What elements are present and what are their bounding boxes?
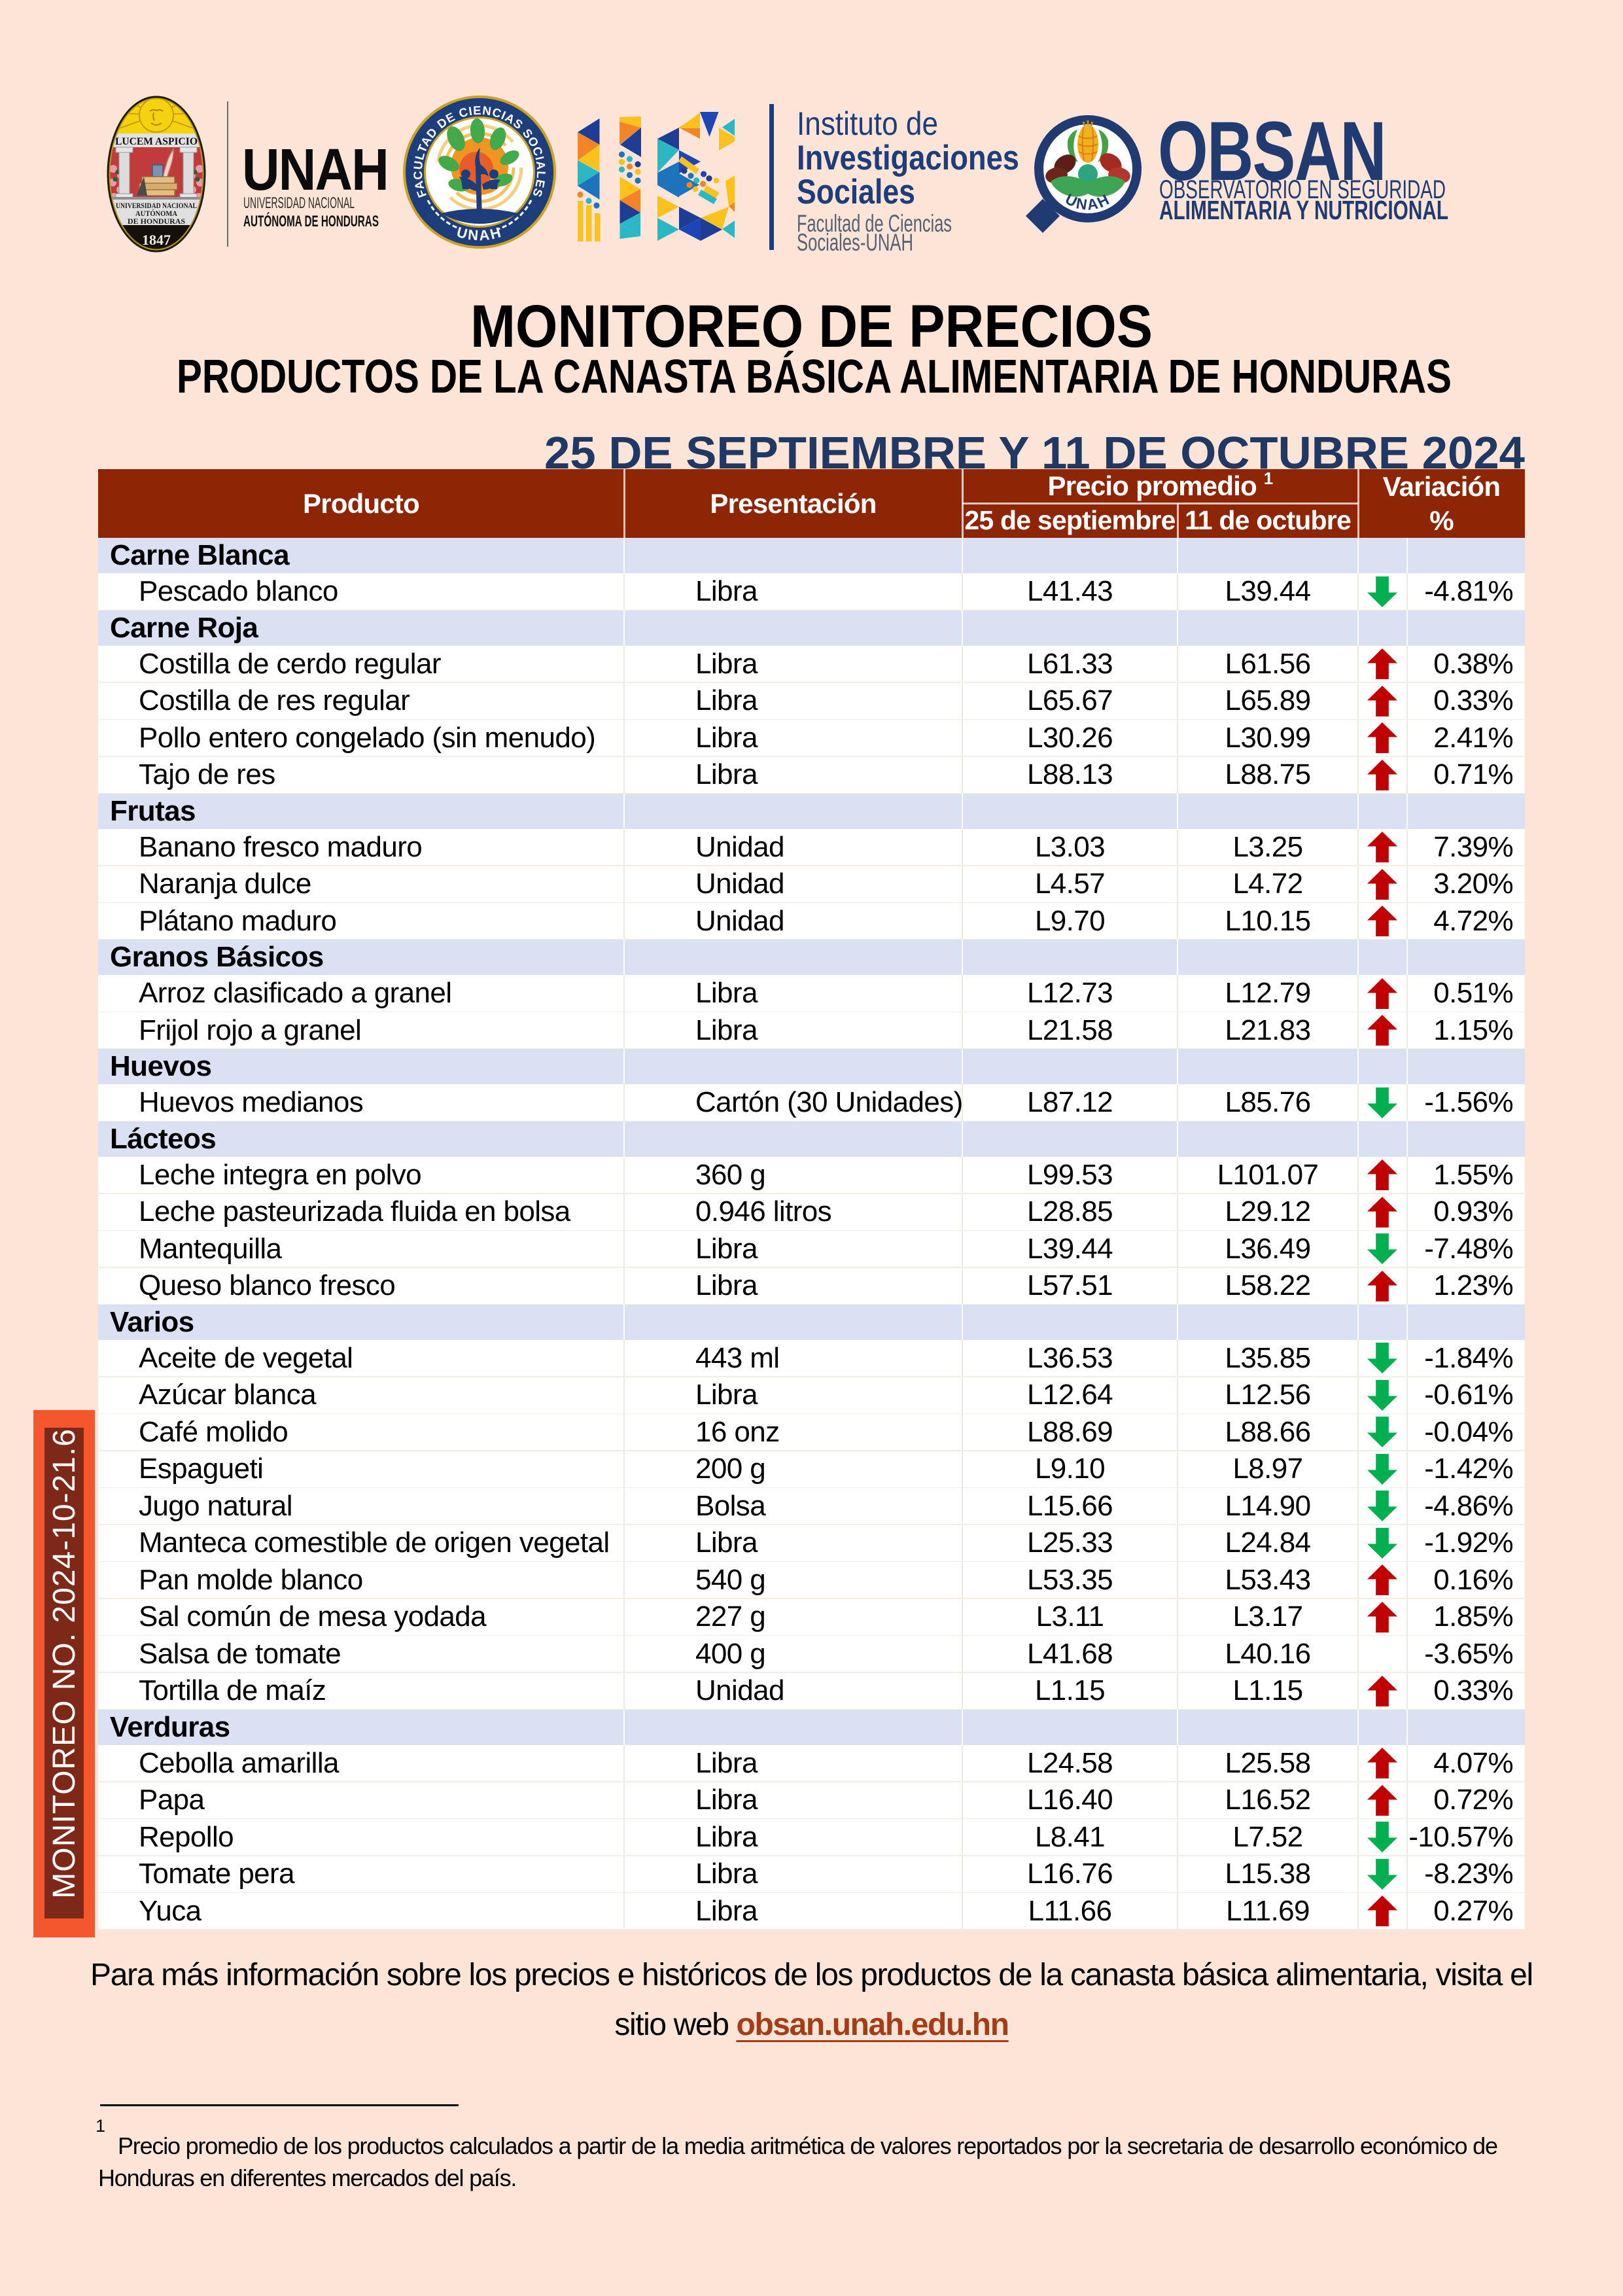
svg-text:Sociales: Sociales [797,173,915,211]
svg-text:LUCEM ASPICIO: LUCEM ASPICIO [115,136,198,147]
svg-text:AUTÓNOMA DE HONDURAS: AUTÓNOMA DE HONDURAS [243,212,379,230]
svg-text:ALIMENTARIA Y NUTRICIONAL: ALIMENTARIA Y NUTRICIONAL [1159,195,1448,225]
svg-text:Facultad de Ciencias: Facultad de Ciencias [797,210,952,237]
svg-text:Investigaciones: Investigaciones [797,139,1019,177]
svg-text:Sociales-UNAH: Sociales-UNAH [797,229,913,256]
svg-text:UNIVERSIDAD NACIONAL: UNIVERSIDAD NACIONAL [243,194,355,212]
svg-text:UNAH: UNAH [242,137,388,203]
svg-text:UNIVERSIDAD NACIONAL: UNIVERSIDAD NACIONAL [116,201,197,210]
svg-text:OBSERVATORIO EN SEGURIDAD: OBSERVATORIO EN SEGURIDAD [1159,175,1446,204]
svg-text:25 DE SEPTIEMBRE Y 11 DE OCTUB: 25 DE SEPTIEMBRE Y 11 DE OCTUBRE 2024 [544,427,1525,478]
svg-text:MONITOREO DE PRECIOS: MONITOREO DE PRECIOS [470,293,1153,360]
svg-text:PRODUCTOS DE LA CANASTA BÁSICA: PRODUCTOS DE LA CANASTA BÁSICA ALIMENTAR… [177,351,1452,403]
svg-text:DE HONDURAS: DE HONDURAS [128,217,185,226]
svg-text:Instituto de: Instituto de [797,105,938,142]
svg-text:AUTÓNOMA: AUTÓNOMA [135,209,177,218]
svg-text:1847: 1847 [142,232,171,248]
svg-text:OBSAN: OBSAN [1158,105,1386,198]
